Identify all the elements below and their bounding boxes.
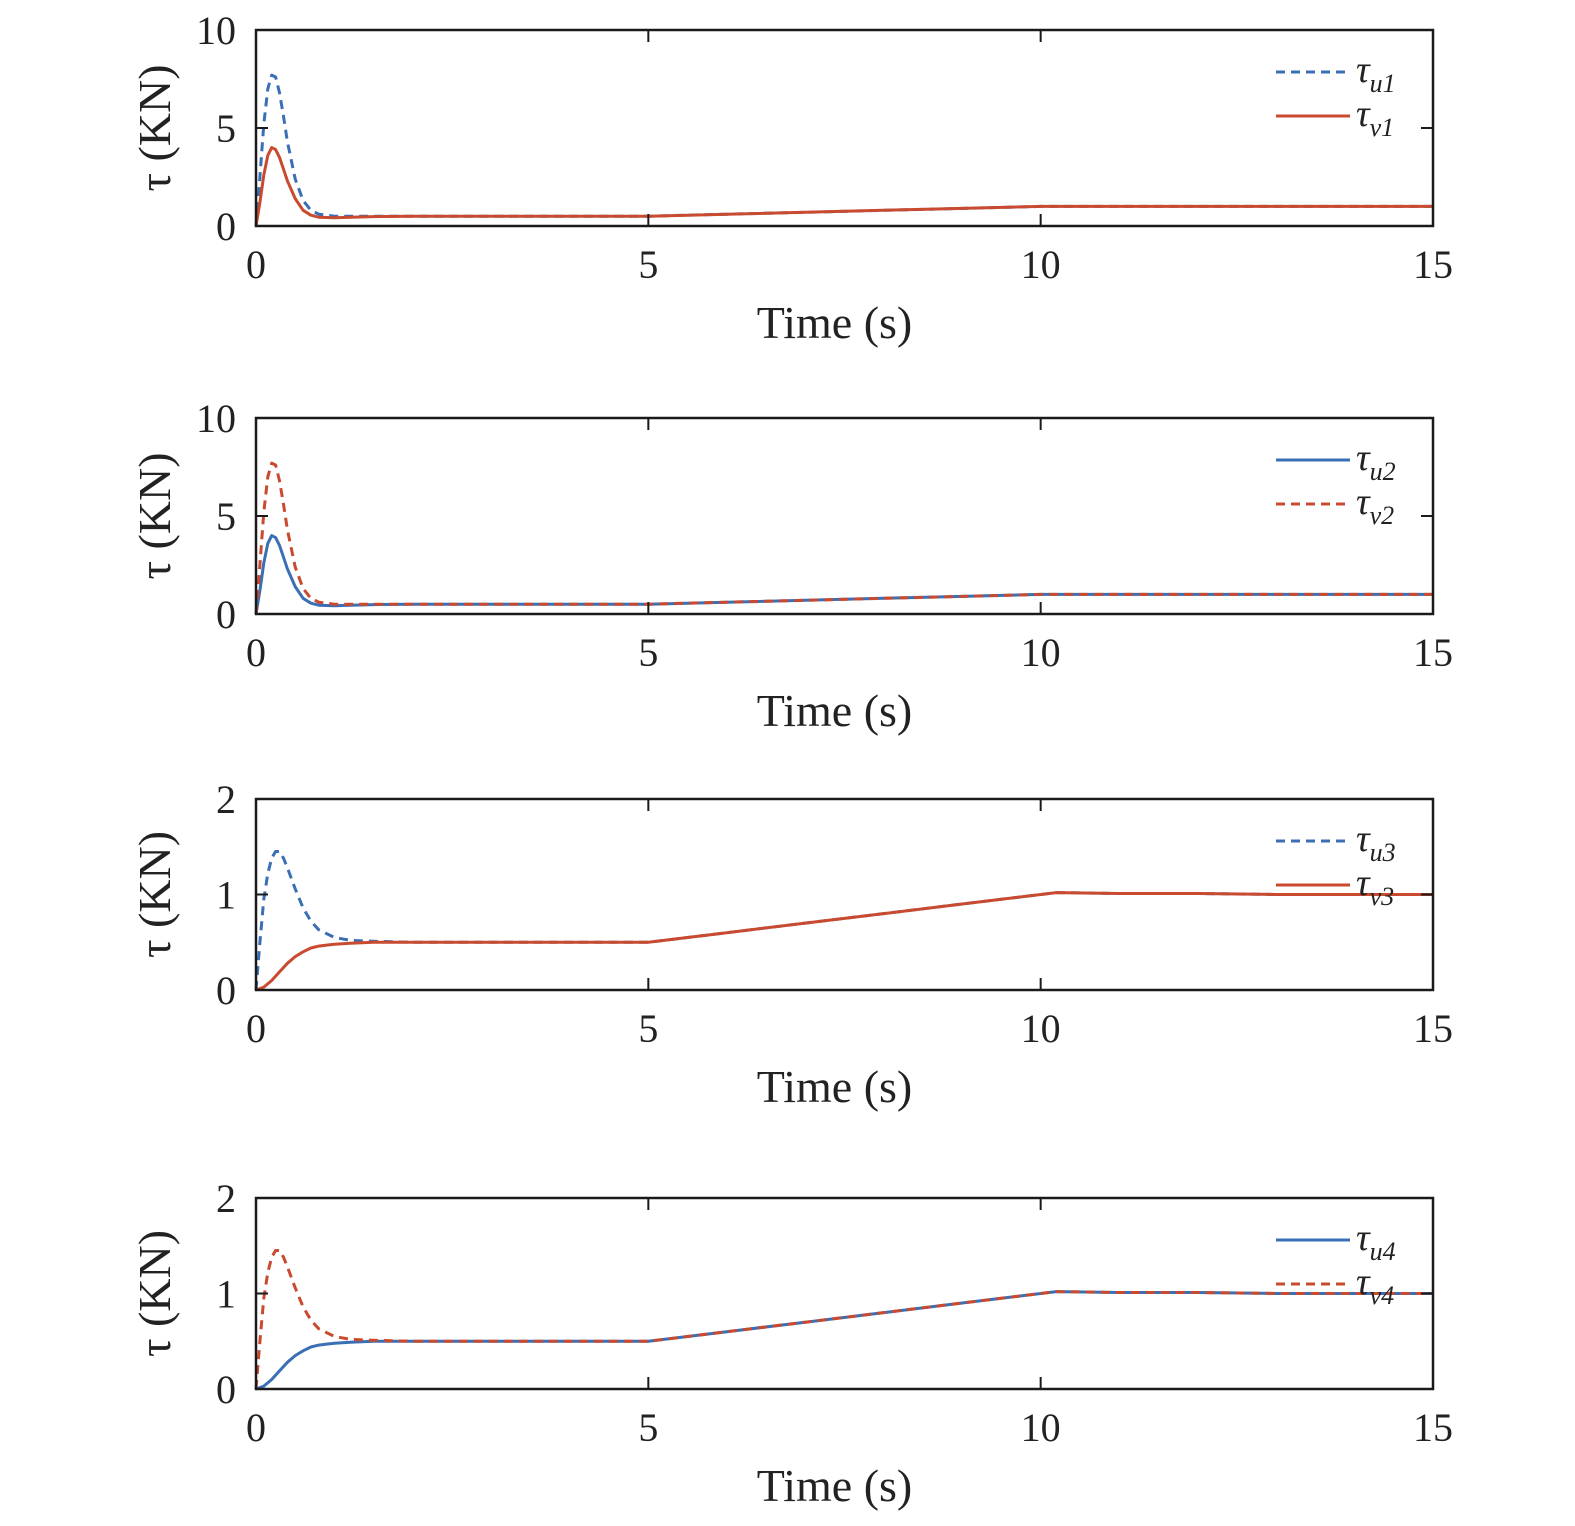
x-tick-label: 15 bbox=[1413, 630, 1453, 675]
series-line-u1 bbox=[254, 73, 1433, 227]
x-tick-label: 0 bbox=[246, 630, 266, 675]
y-axis-title: τ (KN) bbox=[129, 1230, 180, 1357]
series-line-v2 bbox=[254, 461, 1433, 615]
legend-label-u1: τu1 bbox=[1356, 49, 1396, 98]
y-axis-title: τ (KN) bbox=[129, 64, 180, 191]
x-tick-label: 5 bbox=[638, 1405, 658, 1450]
plot-frame bbox=[254, 416, 1435, 616]
legend-label-v1: τv1 bbox=[1356, 93, 1394, 142]
series-line-v1 bbox=[254, 146, 1433, 227]
y-tick-label: 0 bbox=[216, 592, 236, 637]
y-axis-title: τ (KN) bbox=[129, 831, 180, 958]
x-tick-label: 10 bbox=[1021, 242, 1061, 287]
x-tick-label: 5 bbox=[638, 242, 658, 287]
x-tick-label: 15 bbox=[1413, 1405, 1453, 1450]
x-tick-label: 5 bbox=[638, 630, 658, 675]
y-tick-label: 2 bbox=[216, 1176, 236, 1221]
legend-label-u2: τu2 bbox=[1356, 437, 1396, 486]
series-line-v4 bbox=[254, 1249, 1433, 1390]
x-tick-label: 15 bbox=[1413, 242, 1453, 287]
x-tick-label: 10 bbox=[1021, 1006, 1061, 1051]
series-line-v3 bbox=[255, 891, 1433, 992]
x-tick-label: 15 bbox=[1413, 1006, 1453, 1051]
y-tick-label: 10 bbox=[196, 396, 236, 441]
x-axis-title: Time (s) bbox=[757, 1061, 913, 1112]
x-tick-label: 10 bbox=[1021, 1405, 1061, 1450]
x-tick-label: 0 bbox=[246, 1405, 266, 1450]
legend-label-v3: τv3 bbox=[1356, 862, 1394, 911]
y-tick-label: 5 bbox=[216, 494, 236, 539]
y-tick-label: 0 bbox=[216, 204, 236, 249]
x-tick-label: 0 bbox=[246, 1006, 266, 1051]
x-axis-title: Time (s) bbox=[757, 685, 913, 736]
plot-frame bbox=[254, 28, 1435, 228]
legend-label-v4: τv4 bbox=[1356, 1261, 1394, 1310]
series-line-u3 bbox=[254, 850, 1433, 991]
y-tick-label: 10 bbox=[196, 8, 236, 53]
x-axis-title: Time (s) bbox=[757, 297, 913, 348]
x-tick-label: 5 bbox=[638, 1006, 658, 1051]
y-axis-title: τ (KN) bbox=[129, 452, 180, 579]
legend-label-v2: τv2 bbox=[1356, 481, 1394, 530]
x-tick-label: 0 bbox=[246, 242, 266, 287]
x-tick-label: 10 bbox=[1021, 630, 1061, 675]
y-tick-label: 0 bbox=[216, 968, 236, 1013]
legend-label-u3: τu3 bbox=[1356, 818, 1396, 867]
series-line-u2 bbox=[254, 534, 1433, 615]
legend-label-u4: τu4 bbox=[1356, 1217, 1396, 1266]
y-tick-label: 2 bbox=[216, 777, 236, 822]
x-axis-title: Time (s) bbox=[757, 1460, 913, 1511]
y-tick-label: 1 bbox=[216, 1272, 236, 1317]
y-tick-label: 0 bbox=[216, 1367, 236, 1412]
y-tick-label: 5 bbox=[216, 106, 236, 151]
y-tick-label: 1 bbox=[216, 873, 236, 918]
